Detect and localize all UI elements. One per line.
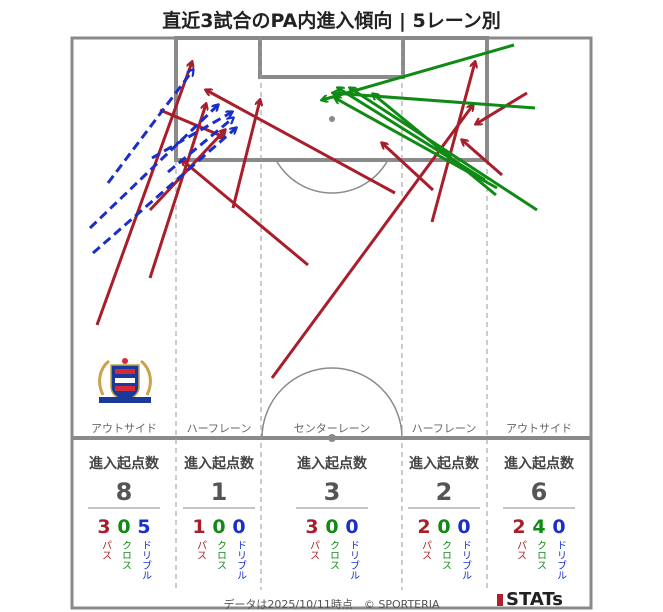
lane-1-dribble-count: 5 [137,516,150,538]
pass-arrow-10 [476,91,528,124]
lane-3-dribble-label: ドリブル [348,540,360,580]
lane-total-2: 1 [211,478,228,506]
brand-text: STATs [506,589,563,610]
lane-stat-header-4: 進入起点数 [409,455,480,472]
cross-arrow-6 [335,98,498,190]
lane-4-cross-count: 0 [437,516,450,538]
lane-label-4: ハーフレーン [412,422,477,435]
pass-arrow-6 [206,90,396,195]
goal-area [258,36,405,79]
dribble-arrow-2 [88,105,218,230]
dribble-arrow-1 [106,70,193,184]
lane-5-cross-count: 4 [532,516,545,538]
cross-arrow-5 [338,88,486,182]
lane-5-pass-label: パス [515,540,527,560]
footer-note: データは2025/10/11時点 © SPORTERIA [223,598,440,611]
lane-4-dribble-label: ドリブル [460,540,472,580]
lane-stats: 進入起点数83パス0クロス5ドリブル進入起点数11パス0クロス0ドリブル進入起点… [88,455,575,580]
lane-stat-header-2: 進入起点数 [184,455,255,472]
dribble-arrow-4 [151,112,232,160]
dribble-arrow-3 [92,128,236,255]
lane-total-3: 3 [324,478,341,506]
brand-icon [497,594,503,606]
lane-stat-header-5: 進入起点数 [504,455,575,472]
club-logo [98,358,152,403]
lane-label-2: ハーフレーン [187,422,252,435]
lane-3-dribble-count: 0 [345,516,358,538]
lane-3-cross-count: 0 [325,516,338,538]
lane-label-1: アウトサイド [91,422,157,435]
chart-title: 直近3試合のPA内進入傾向 | 5レーン別 [162,10,501,32]
center-circle [261,367,403,439]
pass-arrow-8 [430,62,475,223]
pass-arrow-7 [270,105,473,379]
lane-4-pass-label: パス [420,540,432,560]
cross-arrow-4 [373,94,497,197]
lane-2-cross-label: クロス [215,540,226,570]
penalty-spot [329,116,335,122]
lane-stat-header-3: 進入起点数 [297,455,368,472]
lane-1-pass-label: パス [100,540,112,560]
lane-total-4: 2 [436,478,453,506]
lane-5-dribble-count: 0 [552,516,565,538]
lane-stat-header-1: 進入起点数 [89,455,160,472]
lane-2-dribble-label: ドリブル [235,540,247,580]
pass-arrow-2 [148,104,206,279]
lane-1-cross-label: クロス [120,540,131,570]
pass-arrow-9 [462,140,503,177]
cross-arrow-3 [350,88,538,212]
lane-label-5: アウトサイド [506,422,572,435]
lane-4-dribble-count: 0 [457,516,470,538]
lane-1-pass-count: 3 [97,516,110,538]
lane-total-5: 6 [531,478,548,506]
lane-2-dribble-count: 0 [232,516,245,538]
lane-total-1: 8 [116,478,133,506]
lane-1-cross-count: 0 [117,516,130,538]
pass-arrow-11 [382,143,435,192]
pass-arrow-3 [148,130,225,212]
lane-4-cross-label: クロス [440,540,451,570]
lane-3-cross-label: クロス [328,540,339,570]
lane-2-pass-label: パス [195,540,207,560]
cross-arrow-2 [333,93,536,110]
lane-5-cross-label: クロス [535,540,546,570]
lane-5-pass-count: 2 [512,516,525,538]
lane-1-dribble-label: ドリブル [140,540,152,580]
arrow-layer [88,43,538,379]
penalty-arc [275,159,389,194]
lane-label-3: センターレーン [294,422,370,435]
lane-2-pass-count: 1 [192,516,205,538]
lane-5-dribble-label: ドリブル [555,540,567,580]
lane-2-cross-count: 0 [212,516,225,538]
center-spot [328,434,336,442]
brand-mark: STATs [497,589,563,610]
pass-arrow-1 [95,62,192,326]
lane-dividers [175,38,488,590]
dribble-arrow-5 [167,118,233,174]
lane-3-pass-count: 3 [305,516,318,538]
lane-3-pass-label: パス [308,540,320,560]
pass-arrow-5 [182,160,309,267]
lane-4-pass-count: 2 [417,516,430,538]
